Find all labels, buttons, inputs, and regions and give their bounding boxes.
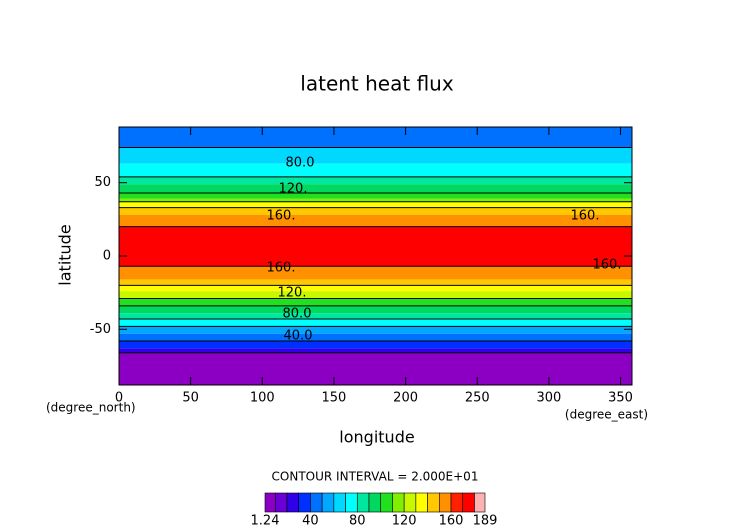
contour-band	[119, 333, 632, 342]
contour-band	[119, 201, 632, 208]
contour-band	[119, 305, 632, 314]
colorbar-cell	[274, 492, 288, 513]
contour-band	[119, 341, 632, 349]
y-tick-label: 0	[103, 249, 111, 264]
colorbar-cell	[380, 492, 393, 513]
x-unit: (degree_east)	[565, 408, 648, 422]
contour-band	[119, 266, 632, 280]
x-tick-label: 50	[182, 391, 199, 406]
contour-band	[119, 163, 632, 177]
contour-band	[119, 207, 632, 215]
y-unit: (degree_north)	[46, 401, 136, 415]
contour-band	[119, 313, 632, 320]
contour-band	[119, 184, 632, 193]
colorbar-label: 1.24	[251, 514, 280, 529]
x-tick-label: 0	[115, 391, 123, 406]
x-axis-label: longitude	[339, 428, 414, 447]
colorbar-label: 40	[302, 514, 319, 529]
contour-band	[119, 192, 632, 199]
colorbar-label: 189	[473, 514, 498, 529]
contour-band	[119, 127, 632, 148]
contour-band	[119, 279, 632, 286]
colorbar-label: 160	[439, 514, 464, 529]
contour-band	[119, 319, 632, 327]
contour-band	[119, 352, 632, 385]
contour-label: 40.0	[284, 329, 313, 344]
x-tick-label: 200	[393, 391, 418, 406]
x-tick-label: 350	[608, 391, 633, 406]
contour-band	[119, 147, 632, 164]
colorbar-cell	[333, 492, 346, 513]
colorbar-cell	[321, 492, 335, 513]
contour-band	[119, 226, 632, 267]
colorbar-cell	[403, 492, 417, 513]
colorbar-cell	[264, 492, 276, 513]
colorbar-label: 120	[392, 514, 417, 529]
x-tick-label: 100	[250, 391, 275, 406]
contour-label: 120.	[278, 286, 307, 301]
contour-label: 120.	[279, 182, 308, 197]
colorbar-cell	[298, 492, 311, 513]
contour-band	[119, 214, 632, 227]
x-tick-label: 300	[536, 391, 561, 406]
contour-label: 160.	[267, 261, 296, 276]
y-tick-label: -50	[90, 322, 111, 337]
chart-title: latent heat flux	[300, 72, 454, 96]
colorbar-cell	[439, 492, 452, 513]
contour-label: 160.	[267, 209, 296, 224]
colorbar-cell	[415, 492, 428, 513]
contour-band	[119, 291, 632, 299]
contour-band	[119, 198, 632, 202]
y-tick-label: 50	[94, 175, 111, 190]
colorbar-cell	[427, 492, 440, 513]
contour-band	[119, 348, 632, 353]
colorbar-cell	[450, 492, 464, 513]
colorbar-cell	[474, 492, 486, 513]
contour-band	[119, 326, 632, 334]
contour-label: 80.0	[286, 156, 315, 171]
x-tick-label: 250	[465, 391, 490, 406]
contour-label: 80.0	[283, 307, 312, 322]
colorbar-cell	[345, 492, 358, 513]
colorbar-cell	[392, 492, 405, 513]
colorbar-cell	[462, 492, 475, 513]
y-axis-label: latitude	[56, 224, 75, 285]
colorbar-cell	[368, 492, 382, 513]
colorbar-cell	[310, 492, 323, 513]
x-tick-label: 150	[322, 391, 347, 406]
contour-label: 160.	[571, 209, 600, 224]
colorbar-cell	[286, 492, 299, 513]
colorbar-cell	[356, 492, 370, 513]
contour-label: 160.	[593, 258, 622, 273]
contour-band	[119, 285, 632, 292]
contour-band	[119, 298, 632, 306]
colorbar-label: 80	[349, 514, 366, 529]
contour-band	[119, 176, 632, 185]
contour-interval: CONTOUR INTERVAL = 2.000E+01	[272, 470, 479, 484]
